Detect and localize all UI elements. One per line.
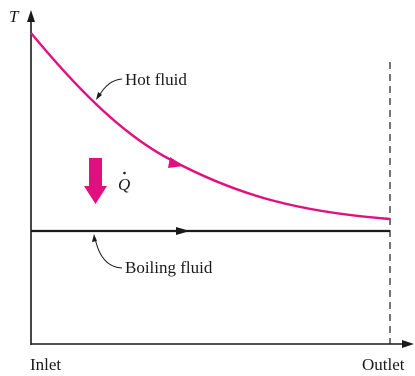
y-axis-label: T (9, 7, 20, 26)
inlet-label: Inlet (30, 355, 61, 374)
boiling-fluid-leader-arrowhead (92, 234, 97, 242)
outlet-label: Outlet (362, 355, 405, 374)
heat-rate-dot (123, 171, 126, 175)
hot-fluid-label: Hot fluid (125, 70, 187, 89)
boiling-fluid-leader (94, 237, 123, 269)
hot-fluid-direction-arrow (168, 157, 184, 168)
hot-fluid-curve (30, 32, 391, 221)
hot-fluid-leader (98, 78, 123, 97)
hot-fluid-leader-arrowhead (96, 92, 102, 100)
boiling-fluid-direction-arrow (176, 227, 190, 235)
y-axis-arrowhead (27, 10, 35, 22)
heat-transfer-arrow (84, 158, 107, 204)
boiling-fluid-label: Boiling fluid (125, 258, 213, 277)
x-axis-arrowhead (402, 340, 414, 348)
heat-rate-label: Q (118, 175, 130, 194)
